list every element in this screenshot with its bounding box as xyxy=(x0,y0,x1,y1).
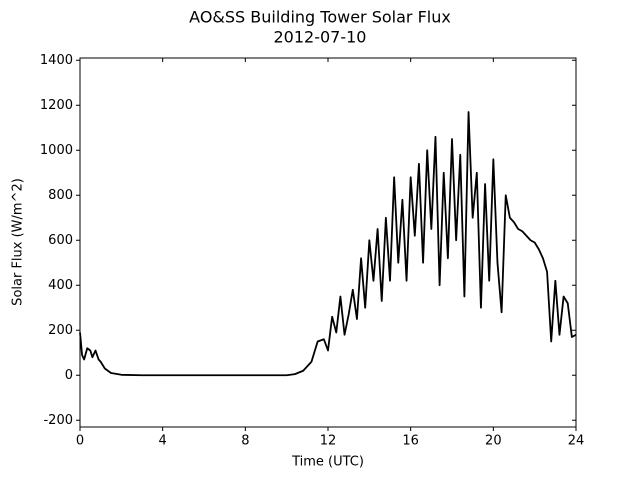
x-tick-label: 0 xyxy=(76,434,84,449)
data-line xyxy=(79,111,577,377)
y-tick-label: 800 xyxy=(48,188,73,203)
x-tick-label: 16 xyxy=(402,434,419,449)
x-tick-label: 24 xyxy=(568,434,585,449)
x-tick-label: 4 xyxy=(159,434,167,449)
chart-title: AO&SS Building Tower Solar Flux xyxy=(189,8,451,27)
x-tick-label: 8 xyxy=(241,434,249,449)
y-tick-label: 1000 xyxy=(40,143,73,158)
x-tick-label: 12 xyxy=(320,434,337,449)
y-tick-label: 600 xyxy=(48,233,73,248)
y-tick-label: 1200 xyxy=(40,98,73,113)
y-tick-label: 0 xyxy=(65,368,73,383)
y-tick-label: 400 xyxy=(48,278,73,293)
x-tick-label: 20 xyxy=(485,434,502,449)
x-axis-label: Time (UTC) xyxy=(291,455,364,470)
y-axis-label: Solar Flux (W/m^2) xyxy=(11,178,26,306)
y-tick-label: 1400 xyxy=(40,53,73,68)
y-tick-label: 200 xyxy=(48,323,73,338)
chart-subtitle: 2012-07-10 xyxy=(274,28,367,47)
y-tick-label: -200 xyxy=(43,413,73,428)
